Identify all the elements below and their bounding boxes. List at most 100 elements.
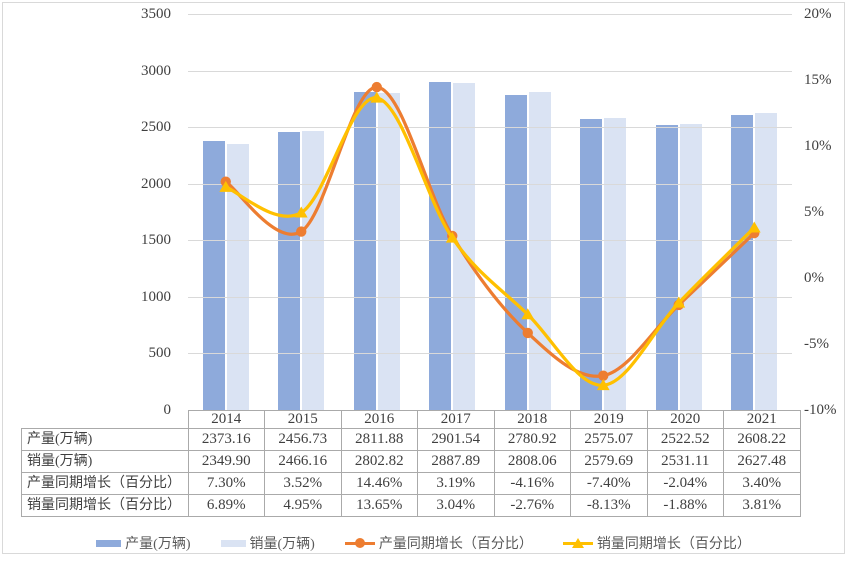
value-cell-2-2014: 7.30% (187, 472, 265, 495)
legend-item-1: 销量(万辆) (220, 533, 315, 553)
legend: 产量(万辆) 销量(万辆) 产量同期增长（百分比） 销量同期增长（百分比） (0, 531, 847, 555)
value-cell-0-2018: 2780.92 (493, 428, 571, 451)
value-cell-3-2014: 6.89% (187, 494, 265, 517)
triangle-marker-icon (571, 538, 584, 548)
value-cell-1-2021: 2627.48 (723, 450, 801, 473)
sales-growth-marker-2019 (596, 379, 610, 391)
sales-bar-2016 (377, 92, 400, 410)
value-cell-1-2017: 2887.89 (417, 450, 495, 473)
value-cell-1-2018: 2808.06 (493, 450, 571, 473)
legend-line-swatch (344, 537, 375, 549)
row-label-cell: 销量同期增长（百分比） (21, 494, 189, 517)
gridline-2500 (188, 127, 792, 129)
sales-growth-marker-2018 (521, 308, 535, 320)
gridline-500 (188, 353, 792, 355)
left-axis-tick-2000: 2000 (141, 175, 171, 192)
table-row-2: 产量同期增长（百分比） 7.30% 3.52% 14.46% 3.19% -4.16% -7… (21, 472, 801, 495)
legend-item-3: 销量同期增长（百分比） (562, 533, 751, 553)
value-cell-1-2019: 2579.69 (570, 450, 648, 473)
row-label-cell: 产量(万辆) (21, 428, 189, 451)
year-header-cell-2015: 2015 (264, 410, 342, 429)
value-cell-0-2017: 2901.54 (417, 428, 495, 451)
legend-label: 产量(万辆) (125, 537, 191, 552)
year-header-cell-2020: 2020 (646, 410, 724, 429)
value-cell-2-2017: 3.19% (417, 472, 495, 495)
production-bar-2017 (429, 81, 452, 410)
left-axis-tick-3500: 3500 (141, 6, 171, 22)
legend-line-swatch (562, 537, 593, 549)
value-cell-3-2016: 13.65% (340, 494, 418, 517)
row-label-cell: 产量同期增长（百分比） (21, 472, 189, 495)
production-bar-2016 (353, 91, 376, 410)
left-axis-tick-1500: 1500 (141, 232, 171, 249)
table-year-header-row: 2014 2015 2016 2017 2018 2019 2020 2021 (22, 410, 801, 429)
year-header-cell-2021: 2021 (723, 410, 801, 429)
production-growth-marker-2018 (522, 327, 533, 339)
value-cell-1-2014: 2349.90 (187, 450, 265, 473)
left-axis-tick-1000: 1000 (141, 288, 171, 305)
right-axis-tick-5%: 5% (804, 204, 824, 220)
legend-item-2: 产量同期增长（百分比） (344, 533, 533, 553)
sales-growth-marker-2015 (294, 206, 308, 218)
right-axis-tick--5%: -5% (804, 336, 829, 352)
value-cell-3-2018: -2.76% (493, 494, 571, 517)
table-row-1: 销量(万辆) 2349.90 2466.16 2802.82 2887.89 2808.0… (21, 450, 801, 473)
left-axis-tick-3000: 3000 (141, 62, 171, 79)
right-axis-tick-10%: 10% (804, 138, 832, 154)
gridline-3500 (188, 14, 792, 15)
sales-growth-line (224, 96, 756, 387)
table-row-0: 产量(万辆) 2373.16 2456.73 2811.88 2901.54 2780.9… (21, 428, 801, 451)
sales-bar-2015 (302, 130, 325, 410)
value-cell-2-2020: -2.04% (646, 472, 724, 495)
value-cell-2-2015: 3.52% (264, 472, 342, 495)
legend-label: 销量(万辆) (249, 537, 315, 552)
sales-bar-2021 (755, 112, 778, 410)
value-cell-3-2021: 3.81% (723, 494, 801, 517)
value-cell-1-2016: 2802.82 (340, 450, 418, 473)
production-bar-2014 (202, 141, 225, 410)
value-cell-3-2020: -1.88% (646, 494, 724, 517)
production-growth-marker-2019 (598, 370, 609, 381)
sales-growth-marker-2020 (672, 296, 686, 308)
gridline-2000 (188, 183, 792, 185)
value-cell-1-2015: 2466.16 (264, 450, 342, 473)
value-cell-0-2015: 2456.73 (264, 428, 342, 451)
left-axis-tick-500: 500 (148, 345, 172, 362)
sales-bar-2020 (679, 123, 702, 410)
production-bar-2021 (731, 114, 754, 410)
gridline-1500 (188, 240, 792, 242)
value-cell-2-2019: -7.40% (570, 472, 648, 495)
sales-bar-2017 (453, 83, 476, 410)
left-axis-tick-0: 0 (163, 402, 172, 418)
value-cell-1-2020: 2531.11 (646, 450, 724, 473)
right-axis-tick-15%: 15% (804, 72, 832, 88)
production-bar-2015 (278, 132, 301, 410)
sales-bar-2019 (604, 118, 627, 410)
gridline-1000 (188, 296, 792, 298)
value-cell-0-2021: 2608.22 (723, 428, 801, 451)
production-bar-2018 (504, 95, 527, 410)
left-axis-tick-2500: 2500 (141, 119, 171, 136)
year-header-cell-2018: 2018 (493, 410, 571, 429)
table-row-3: 销量同期增长（百分比） 6.89% 4.95% 13.65% 3.04% -2.76% -8… (21, 494, 801, 517)
value-cell-3-2019: -8.13% (570, 494, 648, 517)
value-cell-3-2015: 4.95% (264, 494, 342, 517)
production-growth-marker-2016 (371, 81, 382, 93)
production-bar-2019 (580, 118, 603, 410)
right-axis-tick-20%: 20% (804, 6, 832, 22)
value-cell-0-2019: 2575.07 (570, 428, 648, 451)
sales-bar-2014 (226, 144, 249, 410)
year-header-cell-2019: 2019 (570, 410, 648, 429)
legend-bar-swatch (220, 539, 246, 547)
legend-label: 销量同期增长（百分比） (596, 537, 751, 552)
production-bar-2020 (655, 124, 678, 410)
production-growth-marker-2015 (296, 226, 307, 237)
sales-growth-marker-2017 (445, 231, 459, 243)
value-cell-2-2018: -4.16% (493, 472, 571, 495)
gridline-3000 (188, 70, 792, 72)
